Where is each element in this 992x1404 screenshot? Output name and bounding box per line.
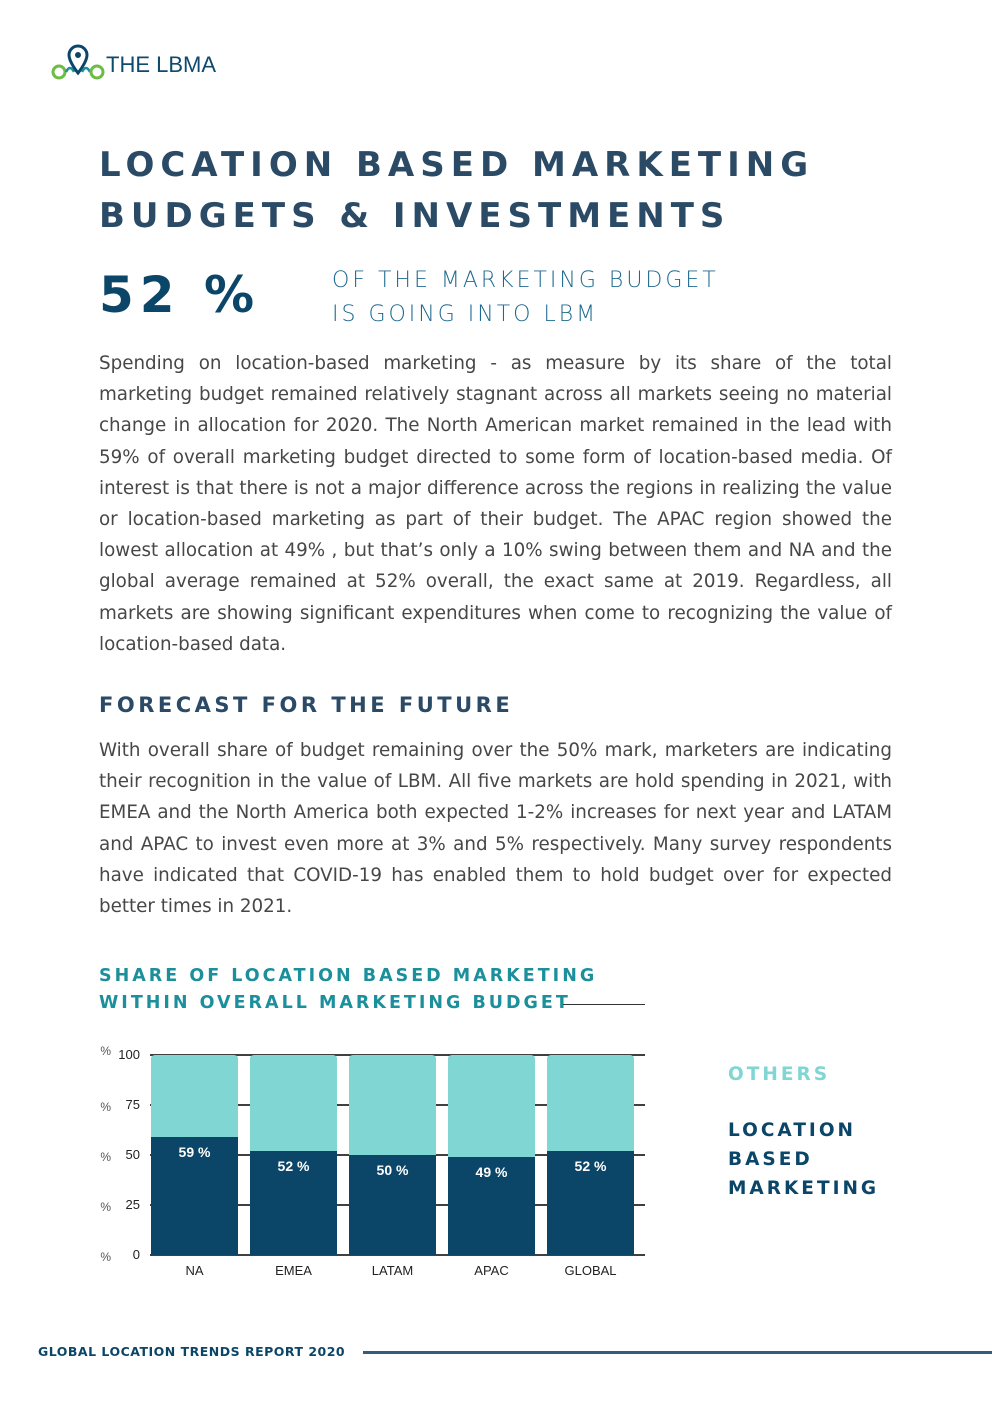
- chart-title: SHARE OF LOCATION BASED MARKETING WITHIN…: [99, 963, 597, 1017]
- page-title-line-2: BUDGETS & INVESTMENTS: [99, 196, 731, 236]
- page-title: LOCATION BASED MARKETING BUDGETS & INVES…: [99, 140, 899, 242]
- page-title-line-1: LOCATION BASED MARKETING: [99, 145, 815, 185]
- chart-title-line-1: SHARE OF LOCATION BASED MARKETING: [99, 966, 598, 986]
- y-tick-label: 100: [118, 1047, 140, 1062]
- bar-segment-location-based-marketing: [250, 1151, 337, 1255]
- bar-segment-others: [547, 1055, 634, 1151]
- x-tick-label: EMEA: [275, 1263, 312, 1278]
- legend-location-based-marketing: LOCATION BASED MARKETING: [728, 1116, 918, 1203]
- legend-lbm-line-3: MARKETING: [728, 1178, 880, 1199]
- legend-lbm-line-2: BASED: [728, 1149, 813, 1170]
- y-unit-label: %: [100, 1150, 111, 1164]
- body-paragraph-spending: Spending on location-based marketing - a…: [99, 353, 892, 655]
- bar-segment-others: [349, 1055, 436, 1155]
- chart-legend: OTHERS LOCATION BASED MARKETING: [728, 1064, 918, 1203]
- x-tick-label: APAC: [474, 1263, 508, 1278]
- legend-others: OTHERS: [728, 1064, 831, 1085]
- y-tick-label: 0: [133, 1247, 140, 1262]
- bar-segment-others: [250, 1055, 337, 1151]
- stat-caption-line-1: OF THE MARKETING BUDGET: [332, 268, 719, 293]
- bar-segment-others: [151, 1055, 238, 1137]
- legend-lbm-line-1: LOCATION: [728, 1120, 857, 1141]
- y-unit-label: %: [100, 1250, 111, 1264]
- y-unit-label: %: [100, 1044, 111, 1058]
- footer-report-title: GLOBAL LOCATION TRENDS REPORT 2020: [38, 1344, 346, 1359]
- stacked-bar-chart: 0% 25% 50% 75% 100% 59 % NA 52 % EMEA 50 % LATAM 49…: [100, 1044, 645, 1278]
- x-tick-label: GLOBAL: [564, 1263, 616, 1278]
- headline-stat: 52 %: [99, 266, 261, 324]
- x-tick-label: LATAM: [372, 1263, 413, 1278]
- body-paragraph-forecast: With overall share of budget remaining o…: [99, 740, 892, 918]
- logo-wordmark: THE LBMA: [106, 52, 217, 77]
- data-label: 52 %: [575, 1158, 607, 1174]
- headline-stat-caption: OF THE MARKETING BUDGET IS GOING INTO LB…: [332, 264, 719, 332]
- data-label: 52 %: [278, 1158, 310, 1174]
- data-label: 50 %: [377, 1162, 409, 1178]
- footer-rule: [363, 1351, 992, 1354]
- chart-title-line-2: WITHIN OVERALL MARKETING BUDGET: [99, 993, 571, 1013]
- y-tick-label: 50: [126, 1147, 140, 1162]
- bar-segment-location-based-marketing: [547, 1151, 634, 1255]
- y-unit-label: %: [100, 1100, 111, 1114]
- y-tick-label: 25: [126, 1197, 140, 1212]
- section-heading-forecast: FORECAST FOR THE FUTURE: [99, 693, 514, 717]
- bar-segment-location-based-marketing: [349, 1155, 436, 1255]
- lbma-logo: THE LBMA: [50, 42, 216, 82]
- stat-caption-line-2: IS GOING INTO LBM: [332, 302, 599, 327]
- y-tick-label: 75: [126, 1097, 140, 1112]
- x-tick-label: NA: [185, 1263, 203, 1278]
- chart-title-rule: [563, 1004, 645, 1005]
- bar-segment-location-based-marketing: [151, 1137, 238, 1255]
- bar-segment-location-based-marketing: [448, 1157, 535, 1255]
- data-label: 49 %: [476, 1164, 508, 1180]
- data-label: 59 %: [179, 1144, 211, 1160]
- lbma-logo-mark-icon: [51, 44, 105, 80]
- bar-segment-others: [448, 1055, 535, 1157]
- y-unit-label: %: [100, 1200, 111, 1214]
